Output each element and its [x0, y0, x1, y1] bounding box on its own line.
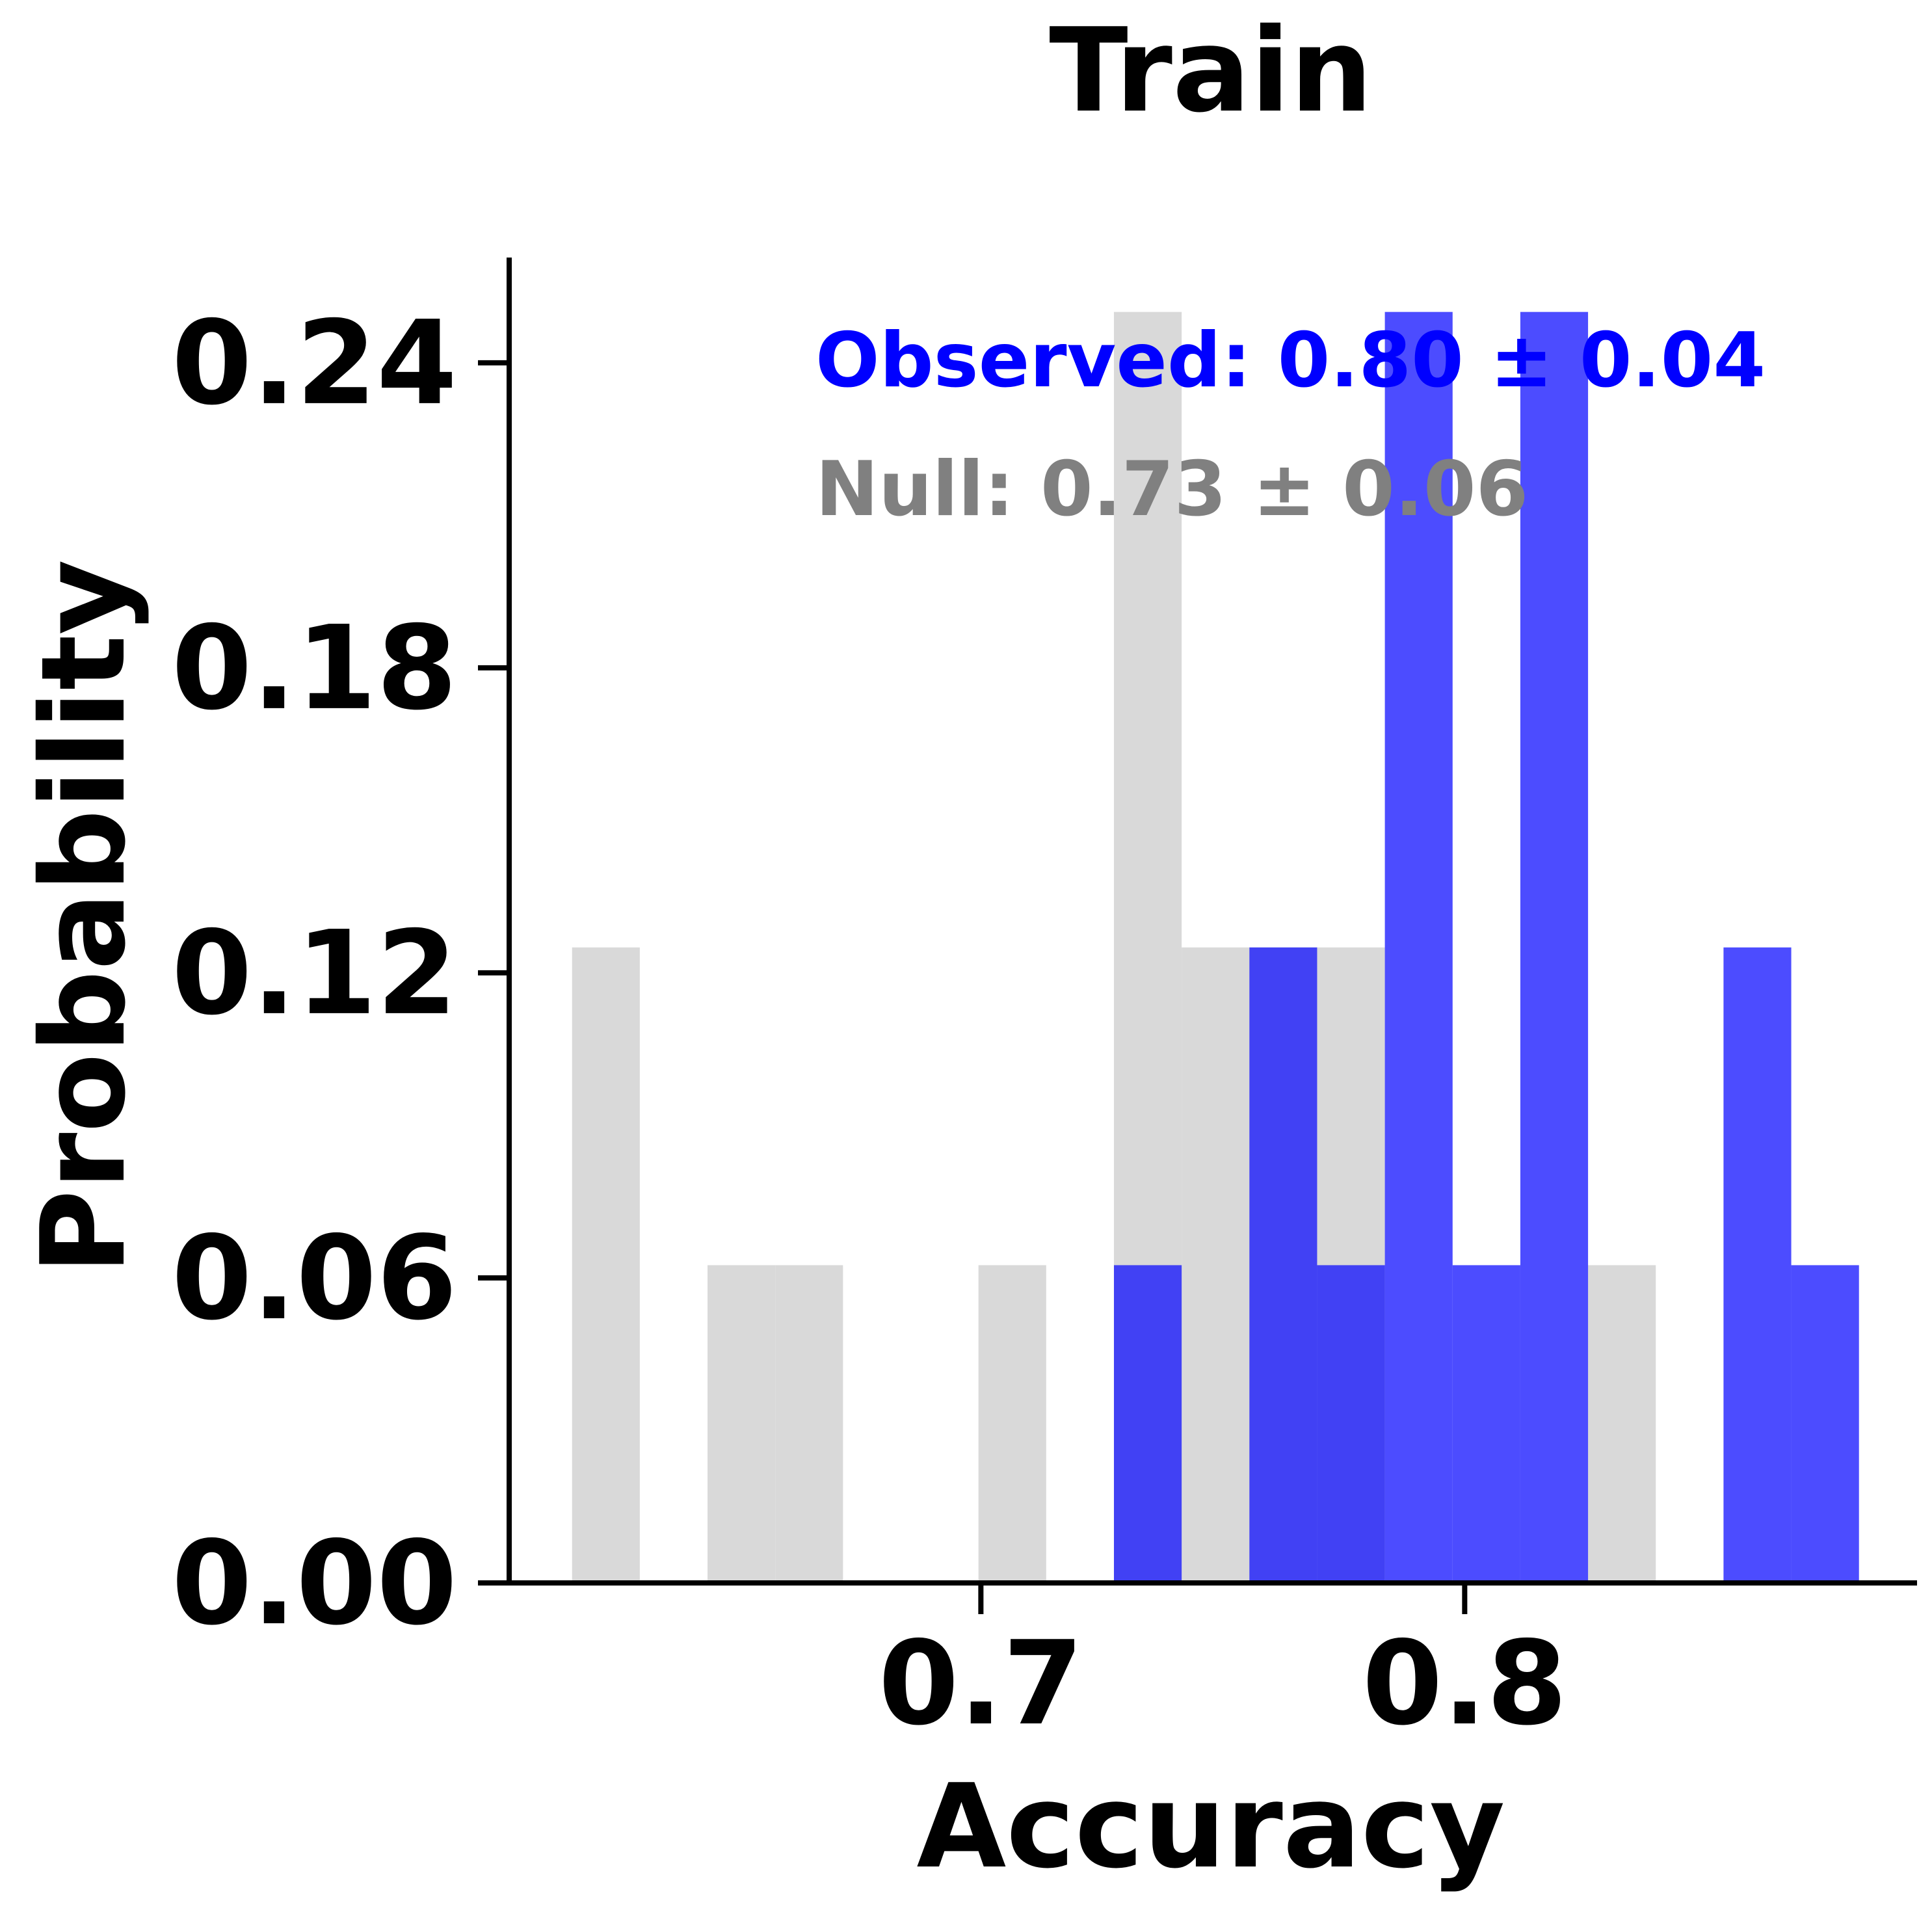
- histogram-bar-series0-1: [708, 1265, 776, 1583]
- histogram-bar-series1-4: [1452, 1265, 1520, 1583]
- histogram-bar-series1-1: [1249, 947, 1317, 1583]
- histogram-bar-series0-5: [1182, 947, 1250, 1583]
- y-tick-label-2: 0.12: [172, 906, 457, 1041]
- histogram-bar-series0-0: [572, 947, 640, 1583]
- y-tick-label-3: 0.18: [172, 601, 457, 736]
- histogram-bar-series0-3: [978, 1265, 1046, 1583]
- histogram-bar-series1-2: [1317, 1265, 1385, 1583]
- y-axis-label: Probability: [16, 559, 151, 1275]
- histogram-bars: [572, 312, 1859, 1583]
- y-tick-label-0: 0.00: [172, 1516, 457, 1651]
- x-tick-label-0: 0.7: [879, 1616, 1083, 1751]
- axes: [507, 258, 1917, 1586]
- histogram-bar-series1-6: [1723, 947, 1792, 1583]
- chart-title: Train: [1049, 3, 1373, 138]
- histogram-bar-series1-5: [1520, 312, 1589, 1583]
- y-tick-label-1: 0.06: [172, 1211, 457, 1346]
- annotation-null: Null: 0.73 ± 0.06: [815, 445, 1528, 533]
- histogram-bar-series0-8: [1588, 1265, 1656, 1583]
- y-tick-label-4: 0.24: [172, 296, 457, 431]
- annotation-observed: Observed: 0.80 ± 0.04: [815, 317, 1766, 405]
- x-tick-label-1: 0.8: [1362, 1616, 1567, 1751]
- ticks: 0.00 0.06 0.12 0.18 0.24 0.7 0.8: [172, 296, 1567, 1751]
- x-axis-label: Accuracy: [917, 1759, 1505, 1894]
- histogram-bar-series1-7: [1791, 1265, 1859, 1583]
- histogram-bar-series1-3: [1384, 312, 1453, 1583]
- histogram-bar-series1-0: [1113, 1265, 1182, 1583]
- histogram-bar-series0-2: [775, 1265, 843, 1583]
